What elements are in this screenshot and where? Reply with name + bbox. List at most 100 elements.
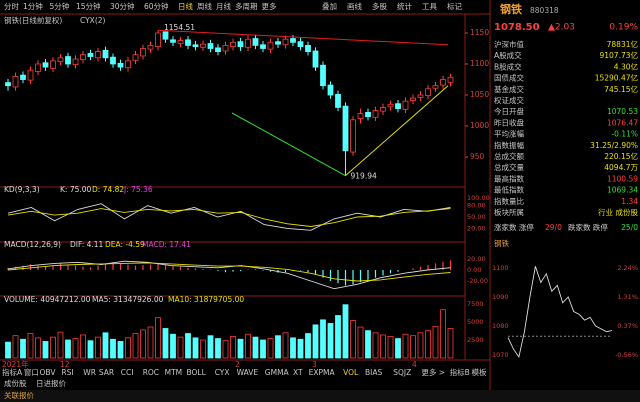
period-tab[interactable]: 分时 [4, 1, 19, 11]
indicator-tab[interactable]: EXPMA [309, 368, 336, 377]
volume-bar [432, 325, 439, 359]
candle-body [387, 103, 394, 108]
candle-body [282, 38, 289, 46]
candle-body [230, 41, 236, 48]
y-tick-label: 100.00 [467, 194, 490, 202]
k-label: K: 75.00 [60, 185, 92, 194]
candle-body [80, 54, 86, 61]
indicator-tab[interactable]: 模板 [472, 367, 487, 377]
row-value: 31.25/2.90% [590, 141, 638, 150]
row-label: 总成交额 [494, 151, 524, 161]
period-tab[interactable]: 日线 [178, 1, 193, 11]
candle-body [87, 53, 94, 57]
indicator-tab[interactable]: BOLL [187, 368, 207, 377]
volume-bar [185, 333, 191, 359]
candle-body [402, 100, 409, 110]
volume-bar [282, 332, 289, 359]
down-label: 跌家数 跌停 [568, 222, 608, 232]
volume-bar [110, 338, 116, 359]
row-label: 昨日收盘 [494, 117, 524, 127]
volume-bar [357, 326, 364, 359]
volume-bar [35, 337, 41, 359]
candle-body [5, 82, 11, 87]
candle-body [215, 47, 221, 53]
indicator-tab[interactable]: VOL [343, 368, 359, 377]
volume-bar [200, 339, 206, 359]
indicator-tab[interactable]: BIAS [365, 368, 382, 377]
indicator-tab[interactable]: 指标A [2, 367, 23, 377]
volume-bar [72, 338, 79, 359]
tool-tab[interactable]: 画线 [347, 1, 362, 11]
indicator-tab[interactable]: WAVE [237, 368, 259, 377]
row-label: 国债成交 [494, 73, 524, 83]
period-tab[interactable]: 多周期 [235, 1, 258, 11]
indicator-tab[interactable]: SAR [99, 368, 114, 377]
volume-bar [417, 332, 424, 359]
tool-tab[interactable]: 统计 [397, 1, 412, 11]
tool-tab[interactable]: 叠加 [322, 1, 337, 11]
tool-tab[interactable]: 标记 [447, 1, 462, 11]
bottom-tab[interactable]: 日进报价 [36, 378, 66, 388]
dif-label: DIF: 4.11 [70, 240, 104, 249]
candle-body [252, 38, 259, 46]
volume-bar [65, 339, 71, 359]
dea-label: DEA: -4.59 [105, 240, 145, 249]
indicator-tab[interactable]: SQJZ [393, 368, 411, 377]
y-tick-label: 1000 [470, 121, 489, 130]
indicator-tab[interactable]: ROC [143, 368, 159, 377]
pct: 0.19% [609, 23, 638, 33]
period-tab[interactable]: 30分钟 [110, 1, 135, 11]
candle-body [72, 58, 79, 66]
candle-body [65, 56, 71, 65]
candle-body [440, 79, 446, 86]
period-tab[interactable]: 5分钟 [50, 1, 70, 11]
volume-bar [57, 331, 64, 359]
indicator-tab[interactable]: XT [293, 368, 303, 377]
y-tick-label: 0.00 [467, 266, 481, 274]
mini-left: 1090 [492, 293, 509, 301]
x-tick-label: 4 [412, 360, 417, 369]
indicator-tab[interactable]: CCI [121, 368, 134, 377]
mini-left: 1100 [492, 264, 509, 272]
volume-bar [87, 340, 94, 359]
period-tab[interactable]: 周线 [197, 1, 212, 11]
bottom-tab[interactable]: 成份股 [4, 378, 27, 388]
indicator-tab[interactable]: 更多 > [421, 367, 445, 377]
volume-bar [222, 340, 229, 359]
row-value: 9107.73亿 [599, 50, 638, 60]
row-value: 行业 成份股 [598, 207, 638, 217]
indicator-tab[interactable]: GMMA [265, 368, 290, 377]
volume-bar [402, 333, 409, 359]
indicator-tab[interactable]: OBV [40, 368, 57, 377]
change: ▲2.03 [548, 23, 575, 33]
candle-body [365, 111, 371, 118]
period-tab[interactable]: 15分钟 [76, 1, 101, 11]
volume-bar [155, 317, 161, 359]
volume-bar [162, 328, 169, 359]
tool-tab[interactable]: 工具 [422, 2, 437, 11]
candle-body [320, 64, 326, 87]
candle-body [177, 40, 184, 44]
period-tab[interactable]: 更多 [262, 1, 277, 11]
row-value: 1100.59 [607, 174, 638, 183]
volume-bar [140, 329, 146, 359]
mini-title: 钢铁 [494, 238, 509, 248]
candle-body [132, 54, 139, 61]
row-label: 沪深市值 [494, 39, 524, 49]
indicator-tab[interactable]: 窗口 [24, 367, 39, 377]
row-value: 15290.47亿 [595, 73, 639, 83]
indicator-tab[interactable]: RSI [61, 368, 73, 377]
indicator-tab[interactable]: MTM [165, 368, 183, 377]
volume-bar [80, 334, 86, 359]
indicator-tab[interactable]: CYX [215, 368, 230, 377]
indicator-tab[interactable]: 指标B [450, 367, 470, 377]
period-tab[interactable]: 1分钟 [23, 1, 43, 11]
chart-title: 钢铁(日线前复权) [4, 15, 62, 25]
candle-body [447, 76, 454, 83]
tool-tab[interactable]: 多股 [372, 1, 387, 11]
indicator-tab[interactable]: WR [83, 368, 96, 377]
period-tab[interactable]: 60分钟 [144, 1, 169, 11]
volume-bar [230, 335, 236, 359]
y-tick-label: 50.00 [467, 213, 486, 221]
period-tab[interactable]: 月线 [216, 1, 231, 11]
